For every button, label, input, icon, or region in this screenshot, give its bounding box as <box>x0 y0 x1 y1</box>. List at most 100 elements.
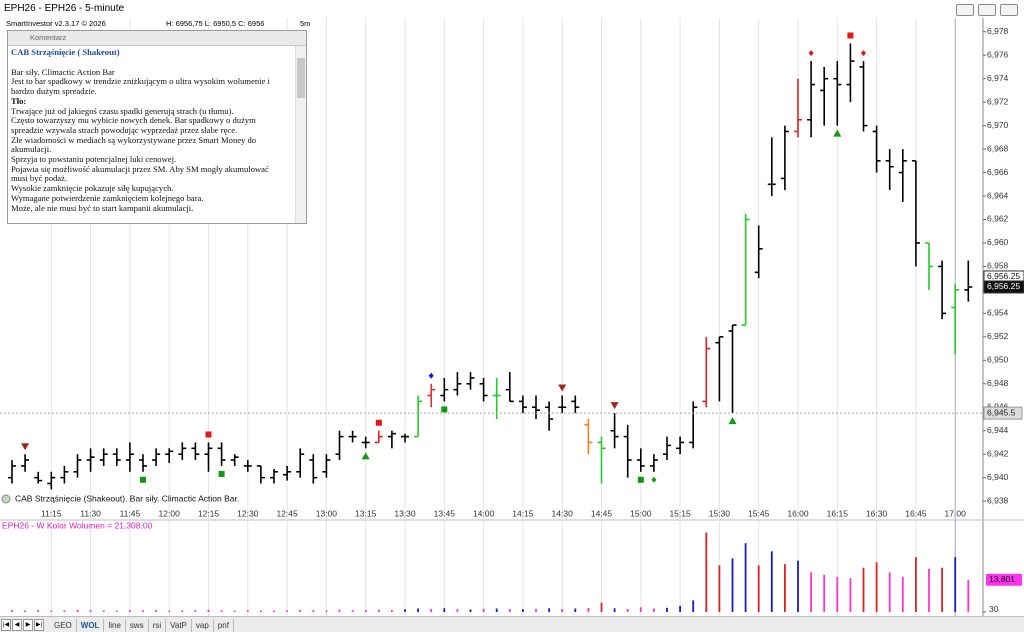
x-tick-label: 15:15 <box>669 508 691 518</box>
x-tick-label: 16:15 <box>827 508 849 518</box>
comment-line: Bar siły. Climactic Action Bar <box>11 66 115 77</box>
signal-square <box>205 431 212 438</box>
comment-line: Wymagane potwierdzenie zamknięciem kolej… <box>11 192 204 203</box>
x-tick-label: 16:30 <box>866 508 888 518</box>
x-tick-label: 12:45 <box>276 508 298 518</box>
status-text: CAB Strząśnięcie (Shakeout). Bar siły. C… <box>15 493 239 503</box>
comment-title: CAB Strząśnięcie ( Shakeout) <box>11 47 120 57</box>
signal-square <box>637 476 644 483</box>
scrollbar[interactable] <box>295 46 306 223</box>
volume-label-box <box>986 573 1022 586</box>
x-tick-label: 13:00 <box>316 508 338 518</box>
tab[interactable]: sws <box>126 618 149 632</box>
y-tick-label: 6,978 <box>987 26 1009 36</box>
x-tick-label: 14:00 <box>473 508 495 518</box>
y-tick-label: 6,948 <box>987 378 1009 388</box>
volume-value-label: 13,801 <box>989 574 1015 584</box>
comment-line: akumulacji. <box>11 144 52 155</box>
y-tick-label: 6,938 <box>987 495 1009 505</box>
price-axis <box>983 18 1024 616</box>
comment-panel: Komentarz CAB Strząśnięcie ( Shakeout) B… <box>7 30 307 224</box>
y-tick-label: 6,944 <box>987 425 1009 435</box>
nav-prev[interactable]: ◀ <box>12 619 22 631</box>
y-tick-label: 6,966 <box>987 167 1009 177</box>
tab[interactable]: rsi <box>149 618 167 632</box>
signal-square <box>847 32 854 39</box>
comment-line: spreadzie wzywala strach powodując wyprz… <box>11 124 238 135</box>
x-tick-label: 13:45 <box>434 508 456 518</box>
window-title: EPH26 - EPH26 - 5-minute <box>4 3 125 14</box>
tab[interactable]: line <box>104 618 126 632</box>
x-tick-label: 12:30 <box>237 508 259 518</box>
y-tick-label: 6,976 <box>987 49 1009 59</box>
comment-line: Sprzyja to powstaniu potencjalnej luki c… <box>11 154 177 165</box>
app-version: SmartInvestor v2.3.17 © 2026 <box>6 19 106 28</box>
comment-line: Złe wiadomości w mediach są wykorzystywa… <box>11 134 257 145</box>
y-tick-label: 6,968 <box>987 143 1009 153</box>
nav-next[interactable]: ▶ <box>23 619 33 631</box>
y-tick-label: 6,972 <box>987 96 1009 106</box>
nav-last[interactable]: ▶| <box>34 619 44 631</box>
tab[interactable]: WOL <box>77 618 105 632</box>
tab[interactable]: VatP <box>166 618 192 632</box>
comment-line: bardzo dużym spreadzie. <box>11 86 97 97</box>
comment-section: Tło: <box>11 95 27 106</box>
close-button[interactable] <box>1000 4 1018 16</box>
comment-line: Może, ale nie musi być to start kampanii… <box>11 202 194 213</box>
tab[interactable]: pnf <box>214 618 234 632</box>
price-label: 6,956.25 <box>987 271 1020 281</box>
y-tick-label: 6,942 <box>987 448 1009 458</box>
signal-diamond <box>861 50 866 57</box>
signal-triangle <box>728 417 737 425</box>
y-tick-label: 6,950 <box>987 355 1009 365</box>
comment-line: Trwające już od jakiegoś czasu spadki ge… <box>11 105 234 116</box>
y-tick-label: 6,952 <box>987 331 1009 341</box>
hlc-readout: H: 6956,75 L: 6950,5 C: 6956 <box>166 19 265 28</box>
x-tick-label: 14:45 <box>591 508 613 518</box>
status-icon <box>1 494 11 504</box>
x-tick-label: 11:15 <box>41 508 62 518</box>
x-tick-label: 15:30 <box>709 508 731 518</box>
signal-square <box>375 419 382 426</box>
signal-triangle <box>558 384 567 392</box>
x-tick-label: 11:45 <box>120 508 141 518</box>
y-tick-label: 6,940 <box>987 472 1009 482</box>
info-bar: SmartInvestor v2.3.17 © 2026 H: 6956,75 … <box>0 18 985 29</box>
signal-triangle <box>833 129 842 137</box>
volume-label: EPH26 - W Kolor Wolumen = 21,308.00 <box>2 520 153 530</box>
comment-line: Pojawia się możliwość akumulacji przez S… <box>11 163 269 174</box>
y-tick-label: 6,958 <box>987 261 1009 271</box>
y-tick-label: 6,946 <box>987 402 1009 412</box>
signal-square <box>140 476 146 483</box>
comment-header: Komentarz <box>8 31 306 46</box>
signal-diamond <box>651 476 657 483</box>
maximize-button[interactable] <box>978 4 996 16</box>
comment-line: Jest to bar spadkowy w trendzie zniżkują… <box>11 76 270 87</box>
x-tick-label: 12:15 <box>198 508 220 518</box>
comment-line: Wysokie zamknięcie pokazuje siłę kupując… <box>11 183 174 194</box>
x-tick-label: 14:15 <box>512 508 534 518</box>
scroll-thumb[interactable] <box>297 58 305 98</box>
volume-tick-label: 30 <box>989 604 999 614</box>
signal-square <box>441 406 448 413</box>
x-tick-label: 14:30 <box>552 508 574 518</box>
signal-triangle <box>610 402 619 410</box>
x-tick-label: 15:45 <box>748 508 770 518</box>
nav-first[interactable]: |◀ <box>1 619 11 631</box>
x-tick-label: 13:15 <box>355 508 377 518</box>
signal-triangle <box>361 452 370 460</box>
comment-body: CAB Strząśnięcie ( Shakeout) Bar siły. C… <box>11 47 291 213</box>
x-tick-label: 15:00 <box>630 508 652 518</box>
interval: 5m <box>300 19 311 28</box>
tab[interactable]: GEO <box>50 618 77 632</box>
price-label-box <box>983 280 1024 294</box>
x-tick-label: 12:00 <box>159 508 181 518</box>
tab[interactable]: vap <box>192 618 214 632</box>
comment-line: Często towarzyszy mu wybicie nowych dene… <box>11 115 256 126</box>
x-tick-label: 13:30 <box>394 508 416 518</box>
chart: 11:15 11:30 11:45 12:00 12:15 12:30 12:45 13:00… <box>0 18 1024 616</box>
minimize-button[interactable] <box>956 4 974 16</box>
signal-diamond <box>428 372 434 379</box>
y-tick-label: 6,974 <box>987 73 1009 83</box>
